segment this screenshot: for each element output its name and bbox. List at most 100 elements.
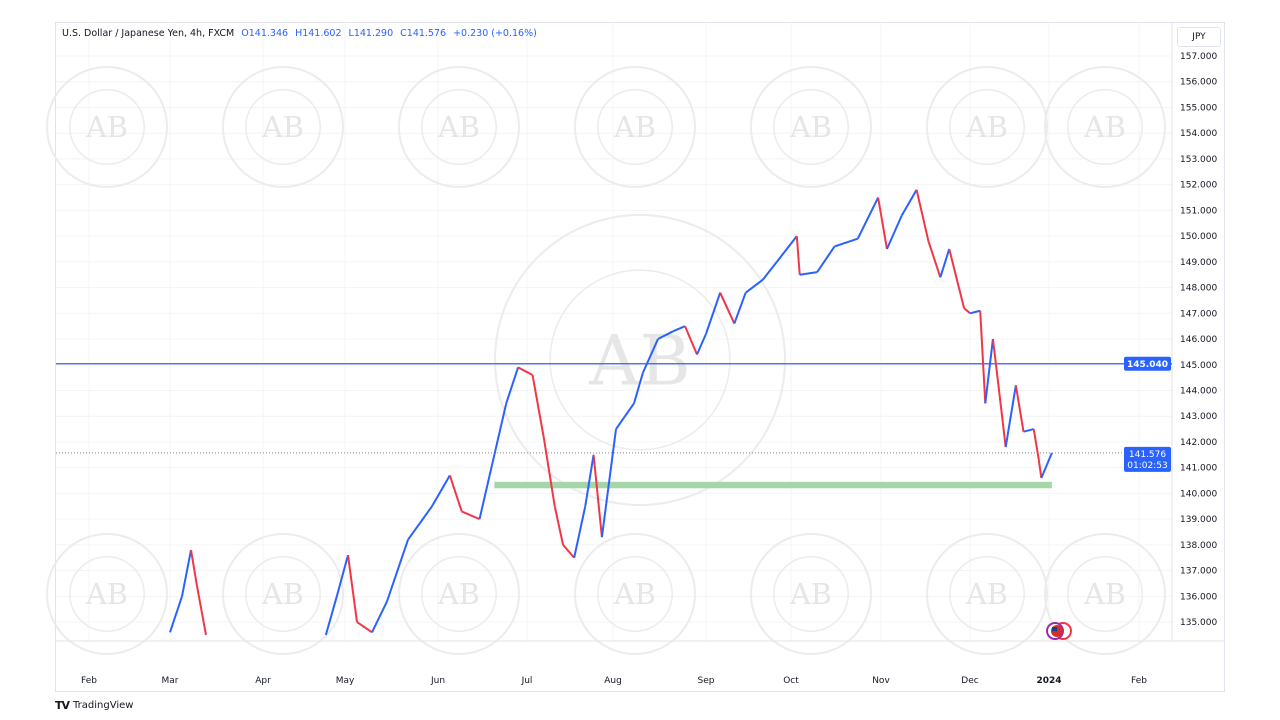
watermark-ring <box>1044 66 1166 188</box>
high-value: H141.602 <box>295 28 342 39</box>
watermark-ring <box>926 533 1048 655</box>
close-value: C141.576 <box>400 28 447 39</box>
price-segment <box>834 237 859 248</box>
time-tick-label: Feb <box>81 676 97 686</box>
price-tick-label: 138.000 <box>1180 541 1217 551</box>
watermark-ring <box>574 66 696 188</box>
price-segment <box>324 596 338 636</box>
us-flag-canton <box>1052 627 1057 631</box>
price-segment <box>719 292 736 325</box>
price-segment <box>553 506 565 546</box>
price-segment <box>795 236 801 275</box>
price-segment <box>761 261 778 281</box>
price-segment <box>672 325 686 333</box>
price-segment <box>1004 385 1017 448</box>
last-price-label-bg <box>1124 446 1171 472</box>
time-tick-label: Oct <box>783 676 799 686</box>
symbol-title[interactable]: U.S. Dollar / Japanese Yen, 4h, FXCM <box>62 28 235 39</box>
price-segment <box>991 338 1002 404</box>
currency-button[interactable]: JPY <box>1177 27 1221 47</box>
watermark-ring <box>574 533 696 655</box>
price-tick-label: 140.000 <box>1180 489 1217 499</box>
price-segment <box>684 325 698 355</box>
price-segment <box>1037 459 1043 479</box>
price-tick-label: 148.000 <box>1180 284 1217 294</box>
watermark-inner-ring <box>773 556 849 632</box>
price-segment <box>877 197 888 250</box>
watermark-logo-text: AB <box>1083 110 1126 144</box>
price-segment <box>335 554 349 597</box>
watermark-ring <box>222 66 344 188</box>
watermark-logo-text: AB <box>965 577 1008 611</box>
time-tick-label: Mar <box>162 676 179 686</box>
watermark-inner-ring <box>597 89 673 165</box>
price-tick-label: 151.000 <box>1180 206 1217 216</box>
price-segment <box>999 403 1007 448</box>
price-segment <box>856 197 879 240</box>
price-segment <box>969 309 981 315</box>
price-segment <box>448 475 463 512</box>
price-segment <box>900 189 918 217</box>
price-segment <box>1023 428 1034 433</box>
price-tick-label: 152.000 <box>1180 181 1217 191</box>
price-segment <box>984 338 994 404</box>
price-segment <box>190 549 198 587</box>
price-segment <box>776 235 798 263</box>
watermark-ring <box>222 533 344 655</box>
price-tick-label: 157.000 <box>1180 52 1217 62</box>
watermark-logo-text: AB <box>965 110 1008 144</box>
watermark-logo-text: AB <box>588 321 690 402</box>
price-segment <box>573 506 587 558</box>
watermark-logo-text: AB <box>1083 577 1126 611</box>
price-segment <box>615 402 635 430</box>
countdown-label: 01:02:53 <box>1127 461 1167 471</box>
watermark-inner-ring <box>773 89 849 165</box>
watermark-logo-text: AB <box>261 110 304 144</box>
price-segment <box>886 215 903 250</box>
price-segment <box>356 621 373 634</box>
watermark-logo-text: AB <box>613 110 656 144</box>
price-segment <box>939 248 951 278</box>
price-tick-label: 149.000 <box>1180 258 1217 268</box>
watermark-inner-ring <box>597 556 673 632</box>
price-segment <box>493 403 508 456</box>
time-tick-label: Dec <box>961 676 978 686</box>
watermark-logo-text: AB <box>613 577 656 611</box>
price-segment <box>1014 385 1025 432</box>
price-segment <box>196 585 207 636</box>
tv-logo-icon: TV <box>55 699 70 712</box>
price-segment <box>600 428 617 538</box>
change-value: +0.230 (+0.16%) <box>453 28 537 39</box>
symbol-legend: U.S. Dollar / Japanese Yen, 4h, FXCM O14… <box>62 28 537 39</box>
price-tick-label: 141.000 <box>1180 464 1217 474</box>
price-tick-label: 147.000 <box>1180 309 1217 319</box>
price-tick-label: 136.000 <box>1180 592 1217 602</box>
price-segment <box>979 310 987 404</box>
price-segment <box>592 454 603 538</box>
price-segment <box>816 245 836 273</box>
price-segment <box>347 555 358 623</box>
watermark-ring <box>494 214 786 506</box>
watermark-logo-text: AB <box>437 577 480 611</box>
price-tick-label: 154.000 <box>1180 129 1217 139</box>
price-segment <box>927 240 942 278</box>
price-segment <box>386 539 409 602</box>
price-tick-label: 144.000 <box>1180 386 1217 396</box>
price-segment <box>169 596 183 633</box>
branding-label: TradingView <box>73 700 134 711</box>
price-segment <box>633 372 644 404</box>
price-tick-label: 150.000 <box>1180 232 1217 242</box>
price-segment <box>657 330 674 340</box>
time-tick-label: 2024 <box>1036 676 1061 686</box>
price-segment <box>407 505 433 541</box>
watermark-logo-text: AB <box>789 110 832 144</box>
price-segment <box>461 510 480 521</box>
price-tick-label: 135.000 <box>1180 618 1217 628</box>
price-segment <box>642 338 659 373</box>
watermark-ring <box>46 533 168 655</box>
watermark-logo-text: AB <box>85 110 128 144</box>
watermark-inner-ring <box>69 556 145 632</box>
price-tick-label: 145.000 <box>1180 361 1217 371</box>
tradingview-logo[interactable]: TV TradingView <box>55 699 133 712</box>
